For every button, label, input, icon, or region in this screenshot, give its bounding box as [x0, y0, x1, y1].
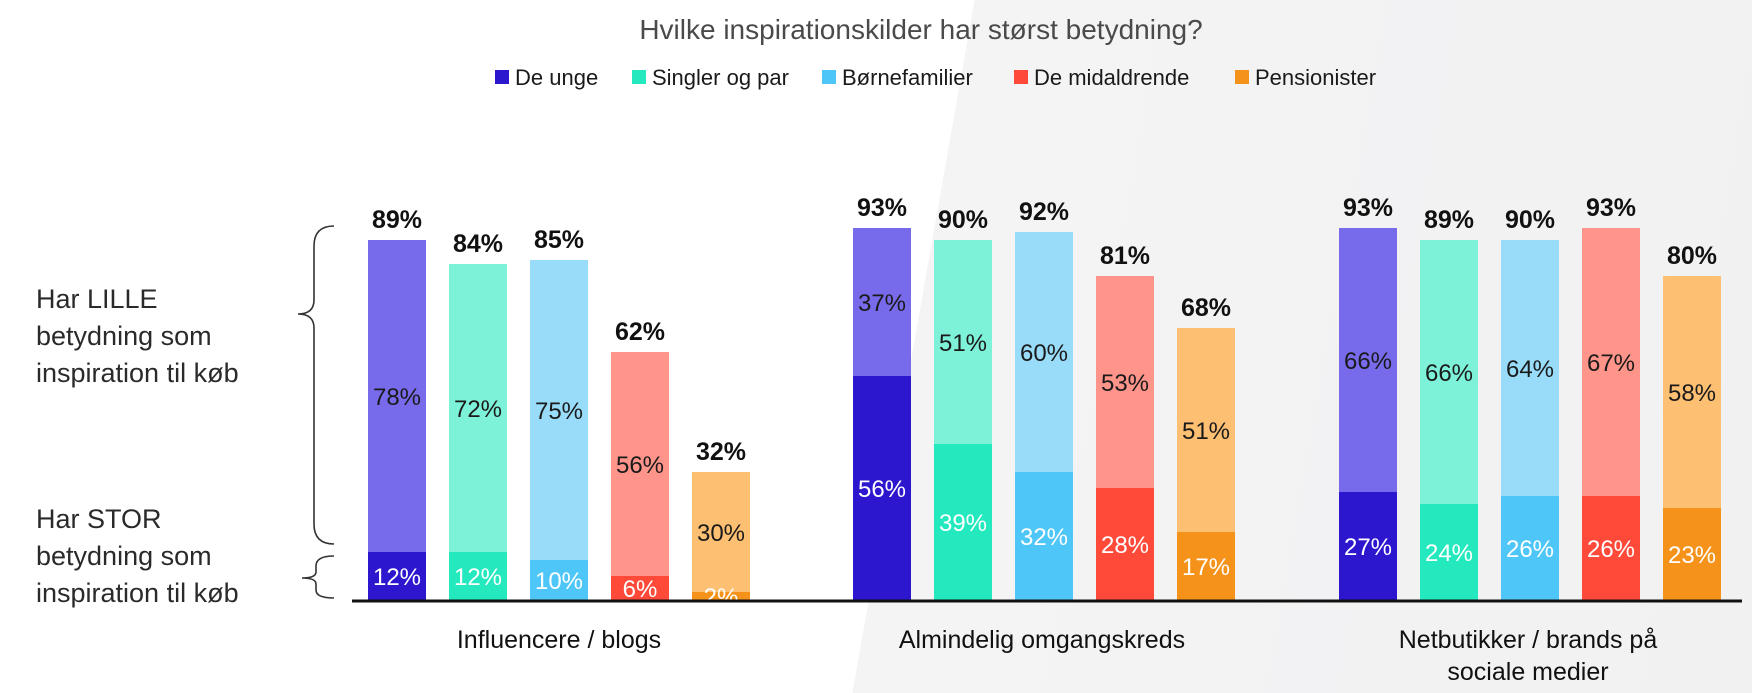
bar-lille-2-0	[1339, 228, 1397, 492]
bar-stor-1-4	[1177, 532, 1235, 600]
total-label-2-0: 93%	[1343, 194, 1393, 222]
bar-stor-1-3	[1096, 488, 1154, 600]
bar-stor-2-1	[1420, 504, 1478, 600]
bar-stor-2-2	[1501, 496, 1559, 600]
bar-stor-2-0	[1339, 492, 1397, 600]
legend-label-4: Pensionister	[1255, 65, 1376, 90]
stack-label-lille: Har LILLE betydning som inspiration til kø…	[36, 284, 239, 388]
stack-labels: Har LILLE betydning som inspiration til kø…	[36, 225, 335, 608]
value-label-stor-0-2: 10%	[535, 568, 583, 595]
legend-label-1: Singler og par	[652, 65, 789, 90]
category-label-2: Netbutikker / brands på sociale medier	[1399, 626, 1658, 686]
value-label-lille-2-2: 64%	[1506, 356, 1554, 383]
stack-label-stor: Har STOR betydning som inspiration til køb	[36, 504, 239, 608]
value-label-lille-1-3: 53%	[1101, 370, 1149, 397]
value-label-lille-1-4: 51%	[1182, 418, 1230, 445]
value-label-lille-2-1: 66%	[1425, 360, 1473, 387]
value-label-stor-1-1: 39%	[939, 510, 987, 537]
bar-lille-1-0	[853, 228, 911, 376]
total-label-1-4: 68%	[1181, 294, 1231, 322]
bar-stor-0-3	[611, 576, 669, 600]
legend-swatch-1	[632, 70, 646, 84]
total-label-1-1: 90%	[938, 206, 988, 234]
value-label-lille-0-2: 75%	[535, 398, 583, 425]
bar-lille-0-0	[368, 240, 426, 552]
value-label-stor-2-0: 27%	[1344, 534, 1392, 561]
bar-lille-2-3	[1582, 228, 1640, 496]
bar-lille-1-4	[1177, 328, 1235, 532]
value-label-stor-0-4: 2%	[704, 584, 739, 611]
bar-lille-0-2	[530, 260, 588, 560]
bar-lille-2-4	[1663, 276, 1721, 508]
bar-lille-0-4	[692, 472, 750, 592]
value-label-stor-2-1: 24%	[1425, 540, 1473, 567]
bar-stor-0-2	[530, 560, 588, 600]
bar-lille-2-2	[1501, 240, 1559, 496]
value-label-stor-0-0: 12%	[373, 564, 421, 591]
legend-swatch-3	[1014, 70, 1028, 84]
bar-stor-1-0	[853, 376, 911, 600]
bar-lille-1-3	[1096, 276, 1154, 488]
total-label-1-2: 92%	[1019, 198, 1069, 226]
total-label-2-1: 89%	[1424, 206, 1474, 234]
total-label-2-3: 93%	[1586, 194, 1636, 222]
bar-lille-0-1	[449, 264, 507, 552]
bar-stor-0-1	[449, 552, 507, 600]
bar-stor-1-2	[1015, 472, 1073, 600]
total-label-2-2: 90%	[1505, 206, 1555, 234]
total-label-0-4: 32%	[696, 438, 746, 466]
bar-lille-1-2	[1015, 232, 1073, 472]
value-label-lille-1-1: 51%	[939, 330, 987, 357]
bar-stor-2-4	[1663, 508, 1721, 600]
brace-lille	[297, 225, 335, 545]
value-label-stor-1-2: 32%	[1020, 524, 1068, 551]
total-label-0-3: 62%	[615, 318, 665, 346]
value-label-lille-0-1: 72%	[454, 396, 502, 423]
legend-label-0: De unge	[515, 65, 598, 90]
value-label-stor-1-3: 28%	[1101, 532, 1149, 559]
total-label-2-4: 80%	[1667, 242, 1717, 270]
value-label-lille-0-4: 30%	[697, 520, 745, 547]
chart-title: Hvilke inspirationskilder har størst bet…	[639, 14, 1202, 45]
value-label-stor-2-2: 26%	[1506, 536, 1554, 563]
bar-stor-0-4	[692, 592, 750, 600]
value-label-lille-2-4: 58%	[1668, 380, 1716, 407]
value-label-stor-1-0: 56%	[858, 476, 906, 503]
legend-label-3: De midaldrende	[1034, 65, 1189, 90]
value-label-stor-2-3: 26%	[1587, 536, 1635, 563]
bar-lille-2-1	[1420, 240, 1478, 504]
bar-lille-0-3	[611, 352, 669, 576]
bar-stor-1-1	[934, 444, 992, 600]
category-label-1: Almindelig omgangskreds	[899, 626, 1185, 654]
total-label-0-1: 84%	[453, 230, 503, 258]
value-label-lille-2-3: 67%	[1587, 350, 1635, 377]
bar-stor-2-3	[1582, 496, 1640, 600]
value-label-lille-2-0: 66%	[1344, 348, 1392, 375]
total-label-1-3: 81%	[1100, 242, 1150, 270]
value-label-stor-1-4: 17%	[1182, 554, 1230, 581]
value-label-lille-0-0: 78%	[373, 384, 421, 411]
value-label-lille-1-0: 37%	[858, 290, 906, 317]
total-label-0-2: 85%	[534, 226, 584, 254]
legend-swatch-4	[1235, 70, 1249, 84]
category-label-0: Influencere / blogs	[457, 626, 661, 654]
value-label-lille-1-2: 60%	[1020, 340, 1068, 367]
brace-stor	[301, 555, 335, 599]
value-label-stor-2-4: 23%	[1668, 542, 1716, 569]
value-label-stor-0-1: 12%	[454, 564, 502, 591]
value-label-stor-0-3: 6%	[623, 576, 658, 603]
category-labels: Influencere / blogs Almindelig omgangskre…	[457, 626, 1657, 686]
legend-swatch-0	[495, 70, 509, 84]
legend-label-2: Børnefamilier	[842, 65, 973, 90]
bar-lille-1-1	[934, 240, 992, 444]
total-label-1-0: 93%	[857, 194, 907, 222]
value-label-lille-0-3: 56%	[616, 452, 664, 479]
legend-swatch-2	[822, 70, 836, 84]
bars: 12% 78% 89% 12% 72% 84% 10% 75% 85% 6% 56% 62% 2% 30%…	[368, 194, 1721, 611]
total-label-0-0: 89%	[372, 206, 422, 234]
bar-stor-0-0	[368, 552, 426, 600]
legend: De unge Singler og par Børnefamilier De mid…	[495, 65, 1376, 90]
